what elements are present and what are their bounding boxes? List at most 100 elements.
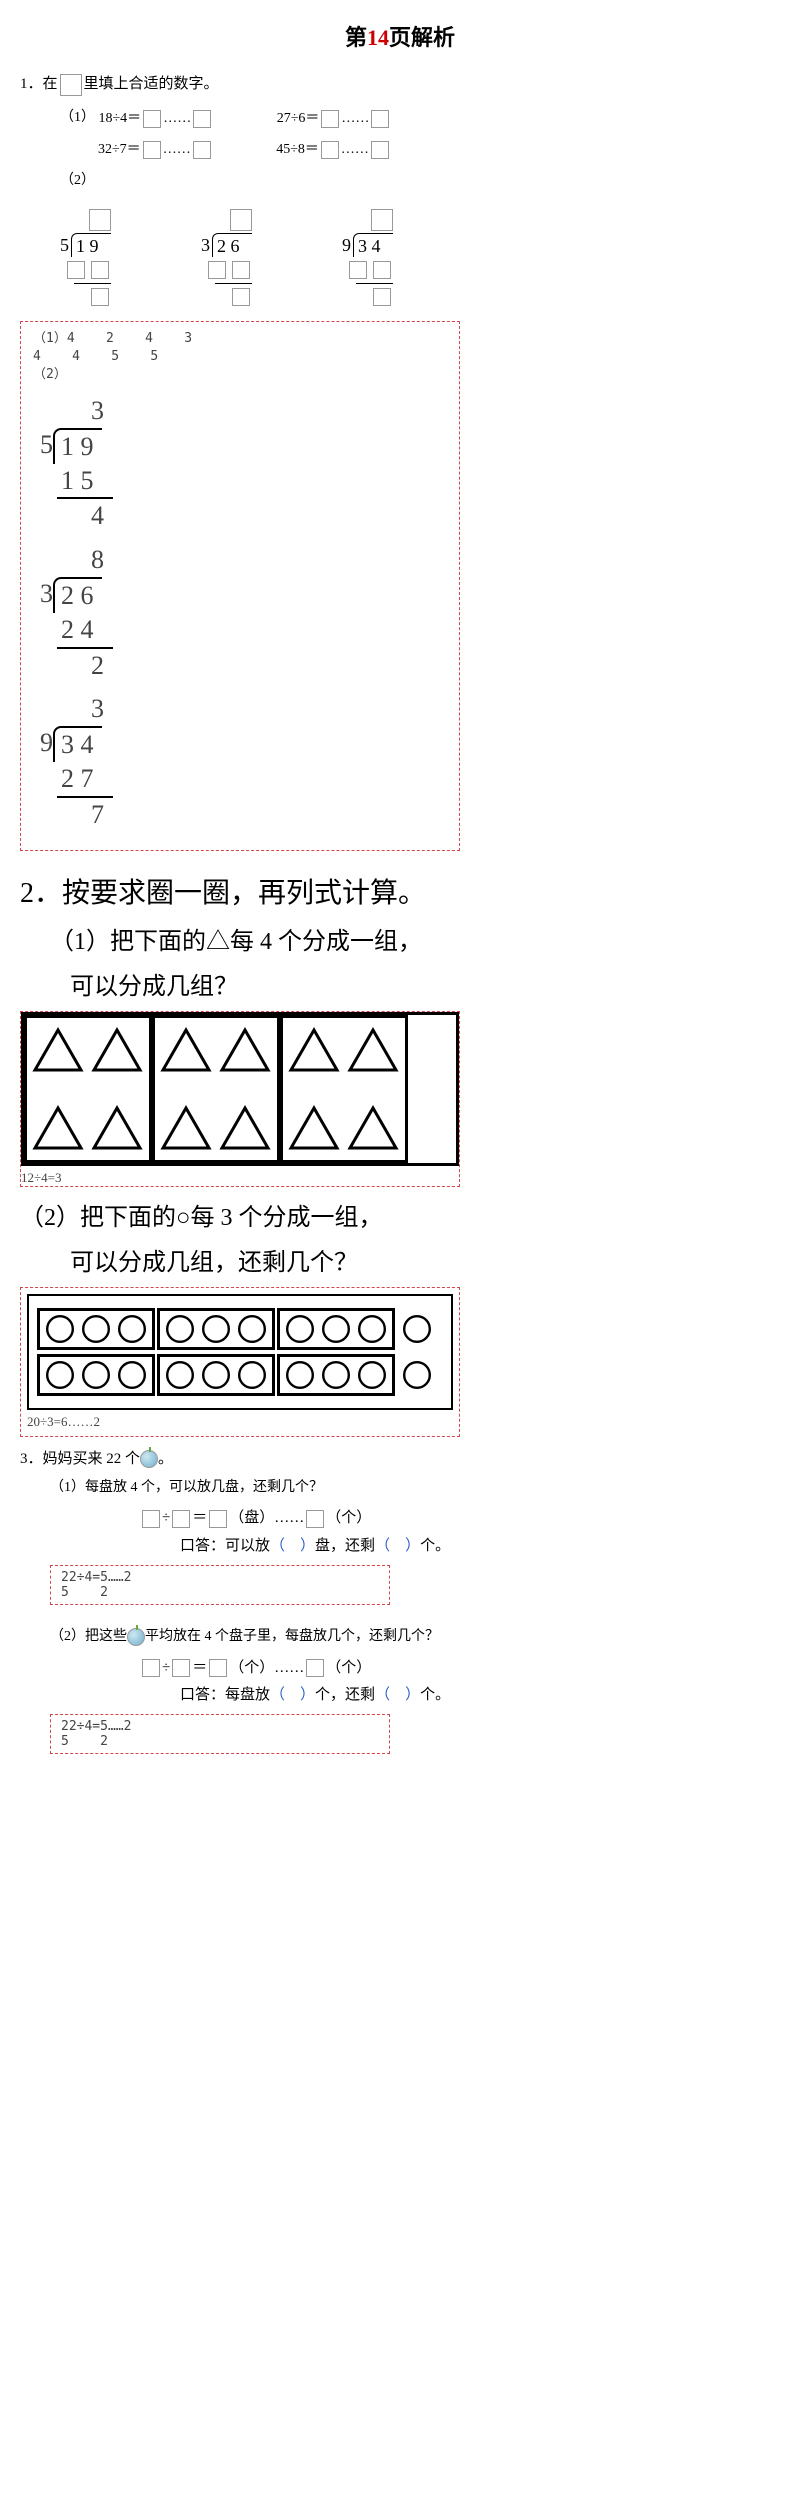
blank-box	[67, 261, 85, 279]
blank-box	[91, 288, 109, 306]
circle-icon	[116, 1313, 148, 1345]
q1-part2-label: （2）	[60, 169, 780, 189]
blank-box	[208, 261, 226, 279]
page: 第14页解析 1．在里填上合适的数字。 （1） 18÷4＝…… 27÷6＝…… …	[0, 0, 800, 1814]
apple-icon	[127, 1628, 145, 1646]
txt: 平均放在 4 个盘子里，每盘放几个，还剩几个？	[145, 1629, 439, 1644]
circle-icon	[164, 1359, 196, 1391]
blank-box	[232, 261, 250, 279]
eq-sign: ＝	[192, 1510, 207, 1526]
paren: （	[270, 1687, 285, 1703]
blank-box	[142, 1659, 160, 1677]
q2-p2-answer: 20÷3=6……2	[27, 1414, 453, 1430]
triangle-icon	[90, 1104, 145, 1152]
divisor: 5	[60, 235, 71, 256]
page-title: 第14页解析	[20, 20, 780, 52]
circle-icon	[200, 1313, 232, 1345]
q3-stem-b: 。	[158, 1451, 173, 1467]
blank-box	[371, 141, 389, 159]
triangle-icon	[159, 1104, 214, 1152]
triangle-icon	[159, 1026, 214, 1074]
txt: 盘，还剩	[315, 1538, 375, 1554]
circle-icon	[116, 1359, 148, 1391]
q1-stem-b: 里填上合适的数字。	[84, 76, 219, 92]
dividend: 2 6	[212, 233, 252, 257]
dots: ……	[163, 111, 191, 126]
q1-stem: 1．在里填上合适的数字。	[20, 72, 780, 96]
triangle-icon	[218, 1104, 273, 1152]
blank-box	[142, 1510, 160, 1528]
div-sign: ÷	[162, 1510, 170, 1526]
circle-icon	[200, 1359, 232, 1391]
title-prefix: 第	[345, 25, 367, 50]
longdiv-1: 5 1 9	[60, 209, 111, 306]
circle-icon	[284, 1359, 316, 1391]
dots: ……	[274, 1510, 304, 1526]
longdiv-2: 3 2 6	[201, 209, 252, 306]
circle-icon	[44, 1359, 76, 1391]
blank-box	[193, 110, 211, 128]
circle-icon	[44, 1313, 76, 1345]
circle-icon	[236, 1313, 268, 1345]
txt: 口答：每盘放	[180, 1687, 270, 1703]
triangle-icon	[287, 1104, 342, 1152]
circle-icon	[80, 1359, 112, 1391]
circle-icon	[236, 1359, 268, 1391]
triangle-group	[280, 1015, 408, 1163]
circle-group	[277, 1308, 395, 1350]
circle-icon	[356, 1313, 388, 1345]
blank-box	[321, 141, 339, 159]
q1-answer-box: （1）4 2 4 3 4 4 5 5 （2） 351 91 54832 62 4…	[20, 321, 460, 851]
paren: ）	[300, 1538, 315, 1554]
triangle-answer-figure: 12÷4=3	[20, 1011, 460, 1187]
paren: ）	[300, 1687, 315, 1703]
q2-p1b: 可以分成几组？	[70, 966, 780, 1001]
q2-p2b: 可以分成几组，还剩几个？	[70, 1242, 780, 1277]
dots: ……	[341, 142, 369, 157]
longdiv-3: 9 3 4	[342, 209, 393, 306]
blank-box	[371, 110, 389, 128]
triangle-group	[152, 1015, 280, 1163]
circle-group	[37, 1354, 155, 1396]
quotient-box	[371, 209, 393, 231]
eq-sign: ＝	[192, 1660, 207, 1676]
circle-icon	[401, 1313, 433, 1345]
blank-box-icon	[60, 74, 82, 96]
q1-part1: （1） 18÷4＝ …… 27÷6＝ ……	[60, 106, 780, 128]
dots: ……	[274, 1660, 304, 1676]
circle-group	[157, 1354, 275, 1396]
circle-answer-figure: 20÷3=6……2	[20, 1287, 460, 1437]
paren: ）	[405, 1687, 420, 1703]
circle-image	[27, 1294, 453, 1410]
eq-text: 18÷4＝	[99, 111, 142, 126]
divisor: 3	[201, 235, 212, 256]
circle-group	[37, 1308, 155, 1350]
triangle-group	[24, 1015, 152, 1163]
blank-box	[193, 141, 211, 159]
triangle-icon	[218, 1026, 273, 1074]
blank-box	[373, 261, 391, 279]
triangle-image	[21, 1012, 459, 1166]
eq-text: 27÷6＝	[277, 111, 320, 126]
quotient-box	[230, 209, 252, 231]
circle-icon	[320, 1313, 352, 1345]
q3-stem: 3．妈妈买来 22 个。	[20, 1447, 780, 1469]
title-number: 14	[367, 25, 389, 50]
blank-box	[143, 141, 161, 159]
blank-box	[172, 1510, 190, 1528]
txt: 口答：可以放	[180, 1538, 270, 1554]
circle-icon	[356, 1359, 388, 1391]
q1-part1-label: （1）	[60, 110, 95, 125]
q2-p1a: （1）把下面的△每 4 个分成一组，	[50, 921, 780, 956]
q2-stem: 2．按要求圈一圈，再列式计算。	[20, 871, 780, 911]
apple-icon	[140, 1450, 158, 1468]
q1-answer-text: （1）4 2 4 3 4 4 5 5 （2）	[33, 330, 447, 385]
blank-box	[349, 261, 367, 279]
unit: （个）	[229, 1660, 274, 1676]
q3-p2: （2）把这些平均放在 4 个盘子里，每盘放几个，还剩几个？	[50, 1625, 780, 1646]
div-sign: ÷	[162, 1660, 170, 1676]
txt: 个。	[420, 1687, 450, 1703]
txt: 个，还剩	[315, 1687, 375, 1703]
q1-eq-1: 18÷4＝ ……	[99, 107, 214, 128]
paren: ）	[405, 1538, 420, 1554]
